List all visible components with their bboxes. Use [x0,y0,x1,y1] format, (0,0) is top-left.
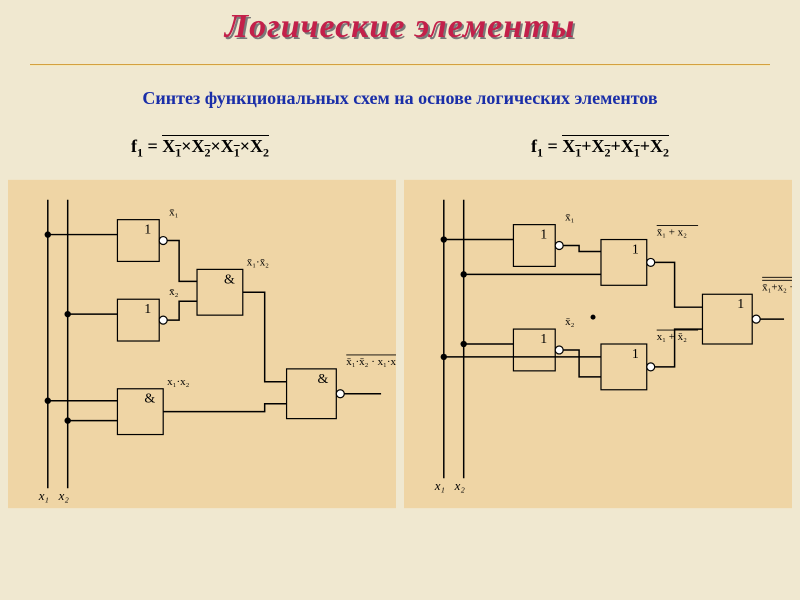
left-circuit-panel: x₁x₂1x̄₁1x̄₂&x̄₁·x̄₂&x₁·x₂&x̄₁·x̄₂ · x₁·… [8,179,396,509]
svg-text:x̄₂: x̄₂ [169,286,178,298]
formula-left-expr: X1×X2×X1×X2 [162,136,269,156]
svg-text:1: 1 [540,227,547,242]
svg-text:x₁: x₁ [434,478,445,493]
page-title: Логические элементы [0,8,800,46]
svg-text:x₁·x₂: x₁·x₂ [167,375,189,387]
svg-text:x₂: x₂ [58,488,70,503]
svg-text:x₁: x₁ [38,488,49,503]
svg-text:x₁ + x̄₂: x₁ + x̄₂ [657,331,687,343]
subtitle: Синтез функциональных схем на основе лог… [0,88,800,109]
svg-text:x̄₁·x̄₂: x̄₁·x̄₂ [247,256,269,268]
svg-text:x̄₁+x₂ + x₁+x̄₂: x̄₁+x₂ + x₁+x̄₂ [762,281,792,293]
svg-text:&: & [144,391,155,406]
svg-text:1: 1 [632,347,639,362]
right-circuit: x₁ x₂ 1 x̄₁ 1 x̄₁ + x₂ 1 x̄₂ 1 x₁ + x̄₂ 1 x̄₁+x₂ + … [404,179,792,509]
svg-text:1: 1 [632,242,639,257]
title-text: Логические элементы [225,8,575,45]
left-circuit: x₁x₂1x̄₁1x̄₂&x̄₁·x̄₂&x₁·x₂&x̄₁·x̄₂ · x₁·… [8,179,396,509]
f-eq: = [143,136,162,156]
diagram-row: x₁x₂1x̄₁1x̄₂&x̄₁·x̄₂&x₁·x₂&x̄₁·x̄₂ · x₁·… [8,179,792,509]
svg-text:1: 1 [144,222,151,237]
svg-text:&: & [224,272,235,287]
svg-text:x̄₁·x̄₂ · x₁·x₂: x̄₁·x̄₂ · x₁·x₂ [346,355,396,367]
formula-right-expr: X1+X2+X1+X2 [562,136,669,156]
svg-text:x₂: x₂ [454,478,466,493]
svg-text:1: 1 [540,332,547,347]
svg-text:1: 1 [144,302,151,317]
svg-text:x̄₁ + x₂: x̄₁ + x₂ [657,226,687,238]
title-rule [30,64,770,66]
formula-row: f1 = X1×X2×X1×X2 f1 = X1+X2+X1+X2 [0,135,800,161]
svg-text:1: 1 [737,297,744,312]
svg-text:x̄₁: x̄₁ [169,206,178,218]
svg-text:x̄₂: x̄₂ [565,316,574,328]
formula-right: f1 = X1+X2+X1+X2 [531,135,669,161]
right-circuit-panel: x₁ x₂ 1 x̄₁ 1 x̄₁ + x₂ 1 x̄₂ 1 x₁ + x̄₂ 1 x̄₁+x₂ + … [404,179,792,509]
svg-text:x̄₁: x̄₁ [565,211,574,223]
formula-left: f1 = X1×X2×X1×X2 [131,135,269,161]
svg-text:&: & [318,371,329,386]
f-eq: = [543,136,562,156]
